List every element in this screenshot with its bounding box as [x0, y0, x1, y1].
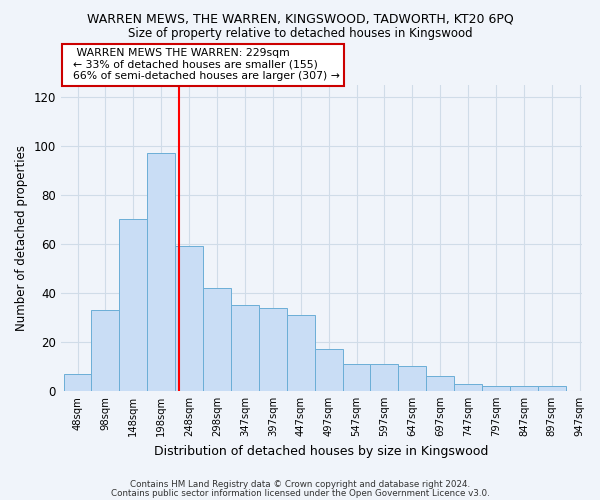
Bar — [314, 350, 343, 391]
Bar — [343, 364, 370, 391]
Bar — [231, 305, 259, 391]
Text: WARREN MEWS, THE WARREN, KINGSWOOD, TADWORTH, KT20 6PQ: WARREN MEWS, THE WARREN, KINGSWOOD, TADW… — [86, 12, 514, 26]
Bar — [175, 246, 203, 391]
Bar — [510, 386, 538, 391]
Bar — [147, 153, 175, 391]
Bar — [482, 386, 510, 391]
Bar — [287, 315, 314, 391]
Text: Contains public sector information licensed under the Open Government Licence v3: Contains public sector information licen… — [110, 488, 490, 498]
Text: Contains HM Land Registry data © Crown copyright and database right 2024.: Contains HM Land Registry data © Crown c… — [130, 480, 470, 489]
Bar — [119, 220, 147, 391]
Bar — [398, 366, 426, 391]
X-axis label: Distribution of detached houses by size in Kingswood: Distribution of detached houses by size … — [154, 444, 489, 458]
Bar — [203, 288, 231, 391]
Bar — [370, 364, 398, 391]
Text: WARREN MEWS THE WARREN: 229sqm
  ← 33% of detached houses are smaller (155)
  66: WARREN MEWS THE WARREN: 229sqm ← 33% of … — [66, 48, 340, 82]
Bar — [259, 308, 287, 391]
Bar — [538, 386, 566, 391]
Text: Size of property relative to detached houses in Kingswood: Size of property relative to detached ho… — [128, 28, 472, 40]
Bar — [91, 310, 119, 391]
Bar — [454, 384, 482, 391]
Bar — [64, 374, 91, 391]
Bar — [426, 376, 454, 391]
Y-axis label: Number of detached properties: Number of detached properties — [15, 144, 28, 330]
